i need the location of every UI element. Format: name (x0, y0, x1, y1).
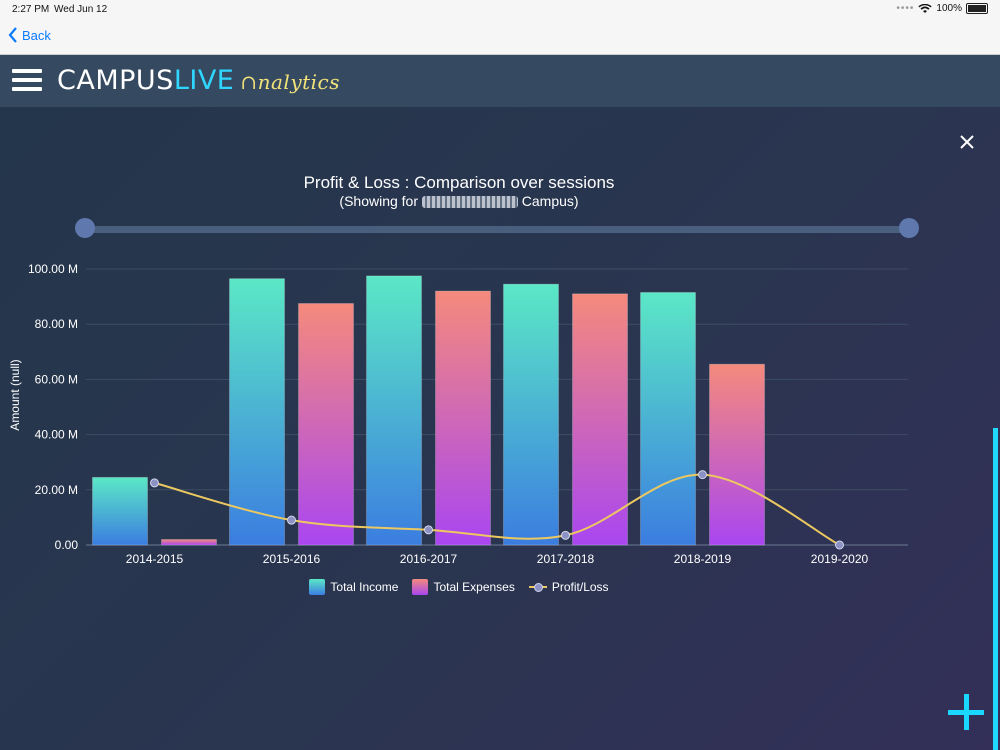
legend-label-expenses: Total Expenses (433, 580, 515, 594)
add-icon[interactable] (948, 694, 984, 730)
y-tick-label: 100.00 M (28, 262, 78, 276)
menu-icon[interactable] (12, 69, 42, 93)
chart-subtitle: (Showing for Campus) (0, 193, 918, 209)
status-time: 2:27 PM (12, 4, 50, 15)
profit-loss-point (835, 540, 844, 550)
app-header: CAMPUSLIVE ∩nalytics (0, 55, 1000, 107)
bar-income (503, 283, 559, 546)
legend-label-profit: Profit/Loss (551, 580, 609, 594)
chart-legend: Total Income Total Expenses Profit/Loss (0, 579, 918, 595)
brand-prefix: CAMPUS (57, 65, 174, 96)
slider-handle-end[interactable] (899, 218, 919, 238)
y-axis-label: Amount (null) (8, 359, 22, 430)
status-right: •••• 100% (896, 3, 988, 14)
legend-swatch-profit (528, 581, 547, 593)
battery-percent: 100% (936, 3, 962, 14)
status-date: Wed Jun 12 (54, 4, 108, 15)
brand-analytics: ∩nalytics (240, 70, 341, 94)
battery-icon (966, 3, 988, 14)
legend-item-income[interactable]: Total Income (309, 579, 398, 595)
profit-loss-point (150, 478, 159, 488)
slider-track[interactable] (85, 226, 909, 233)
back-button[interactable]: Back (8, 27, 51, 43)
chart-title: Profit & Loss : Comparison over sessions (303, 173, 615, 192)
brand-logo: CAMPUSLIVE ∩nalytics (57, 65, 340, 96)
y-tick-label: 80.00 M (35, 317, 78, 331)
y-tick-label: 0.00 (55, 538, 79, 552)
profit-loss-point (424, 525, 433, 535)
x-tick-label: 2019-2020 (811, 552, 869, 566)
scrollbar[interactable] (993, 428, 998, 750)
profit-loss-point (698, 470, 707, 480)
bar-income (640, 291, 696, 546)
legend-label-income: Total Income (330, 580, 399, 594)
profit-loss-line (154, 473, 840, 546)
y-tick-label: 60.00 M (35, 372, 78, 386)
bar-expenses (298, 303, 354, 546)
bar-expenses (709, 363, 765, 546)
slider-handle-start[interactable] (75, 218, 95, 238)
x-tick-label: 2016-2017 (400, 552, 458, 566)
signal-icon: •••• (896, 3, 915, 14)
x-tick-label: 2015-2016 (263, 552, 321, 566)
subtitle-suffix: Campus) (521, 193, 579, 209)
legend-swatch-expenses (412, 579, 429, 595)
x-tick-label: 2018-2019 (674, 552, 732, 566)
content-area (0, 107, 1000, 750)
chevron-left-icon (8, 27, 17, 43)
x-tick-label: 2017-2018 (537, 552, 595, 566)
legend-item-profit[interactable]: Profit/Loss (528, 579, 609, 595)
close-icon[interactable] (958, 133, 976, 151)
y-tick-label: 40.00 M (35, 428, 78, 442)
profit-loss-point (287, 515, 296, 525)
range-slider[interactable] (75, 218, 919, 240)
bar-expenses (435, 290, 491, 546)
bar-chart: 0.00 20.00 M 40.00 M 60.00 M 80.00 M 100.00 M… (8, 262, 908, 566)
x-tick-label: 2014-2015 (126, 552, 184, 566)
bar-income (366, 275, 422, 546)
redacted-campus-name (421, 196, 518, 209)
bar-expenses (161, 538, 217, 546)
wifi-icon (918, 3, 933, 13)
legend-item-expenses[interactable]: Total Expenses (412, 579, 515, 595)
brand-suffix: nalytics (257, 70, 341, 94)
y-tick-label: 20.00 M (35, 483, 78, 497)
profit-loss-point (561, 530, 570, 540)
subtitle-prefix: (Showing for (339, 193, 418, 209)
navigation-bar: Back (0, 20, 1000, 55)
legend-swatch-income (309, 579, 326, 595)
bar-income (229, 278, 285, 546)
bar-income (92, 476, 148, 546)
status-bar: 2:27 PM Wed Jun 12 •••• 100% (0, 0, 1000, 20)
brand-live: LIVE (173, 65, 235, 96)
bar-expenses (572, 293, 628, 546)
back-label: Back (22, 27, 51, 43)
